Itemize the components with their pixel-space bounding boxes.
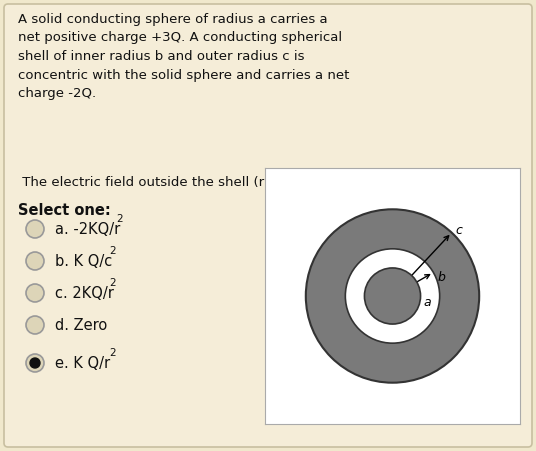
- Circle shape: [364, 268, 421, 324]
- Circle shape: [26, 220, 44, 238]
- Text: a. -2KQ/r: a. -2KQ/r: [55, 221, 120, 236]
- Text: a: a: [423, 296, 431, 309]
- Text: A solid conducting sphere of radius a carries a
net positive charge +3Q. A condu: A solid conducting sphere of radius a ca…: [18, 13, 349, 100]
- Text: d. Zero: d. Zero: [55, 318, 107, 332]
- Text: 2: 2: [109, 278, 116, 288]
- Circle shape: [26, 316, 44, 334]
- Circle shape: [26, 284, 44, 302]
- Text: 2: 2: [116, 214, 123, 224]
- Circle shape: [345, 249, 440, 343]
- FancyBboxPatch shape: [4, 4, 532, 447]
- Text: b. K Q/c: b. K Q/c: [55, 253, 112, 268]
- Text: The electric field outside the shell (r>c):: The electric field outside the shell (r>…: [18, 176, 292, 189]
- Text: 2: 2: [109, 348, 116, 358]
- Text: c: c: [456, 224, 463, 236]
- Text: e. K Q/r: e. K Q/r: [55, 355, 110, 371]
- Circle shape: [30, 358, 40, 368]
- Circle shape: [306, 209, 479, 383]
- Text: c. 2KQ/r: c. 2KQ/r: [55, 285, 114, 300]
- Circle shape: [26, 252, 44, 270]
- Text: 2: 2: [109, 246, 116, 256]
- Text: Select one:: Select one:: [18, 203, 111, 218]
- Circle shape: [26, 354, 44, 372]
- Text: b: b: [437, 271, 445, 284]
